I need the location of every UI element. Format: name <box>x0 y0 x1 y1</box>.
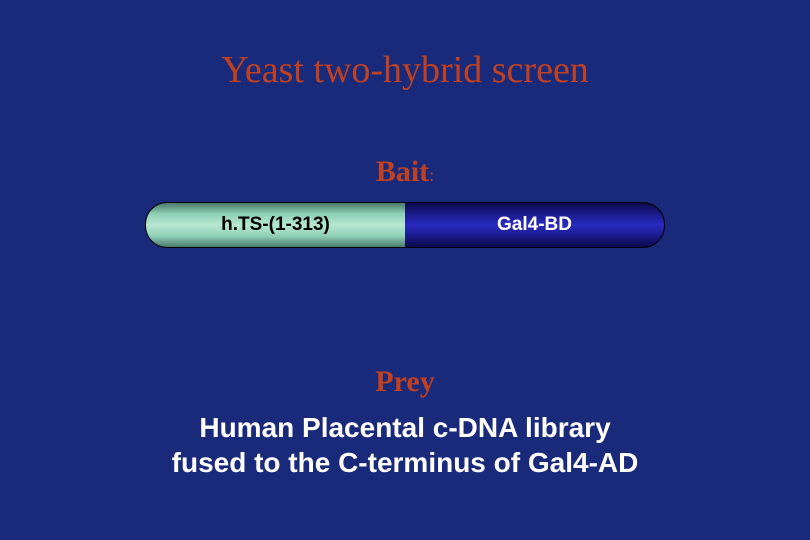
prey-description: Human Placental c-DNA library fused to t… <box>0 410 810 480</box>
slide-title: Yeast two-hybrid screen <box>0 48 810 92</box>
prey-description-line1: Human Placental c-DNA library <box>199 412 610 443</box>
bait-heading-text: Bait <box>376 155 429 188</box>
prey-description-line2: fused to the C-terminus of Gal4-AD <box>172 447 639 478</box>
prey-heading: Prey <box>0 365 810 399</box>
bait-heading: Bait: <box>0 155 810 189</box>
bait-construct-bar: h.TS-(1-313) Gal4-BD <box>145 202 665 248</box>
bait-segment-hts: h.TS-(1-313) <box>145 202 405 248</box>
bait-heading-colon: : <box>429 165 434 185</box>
bait-segment-gal4bd: Gal4-BD <box>405 202 665 248</box>
